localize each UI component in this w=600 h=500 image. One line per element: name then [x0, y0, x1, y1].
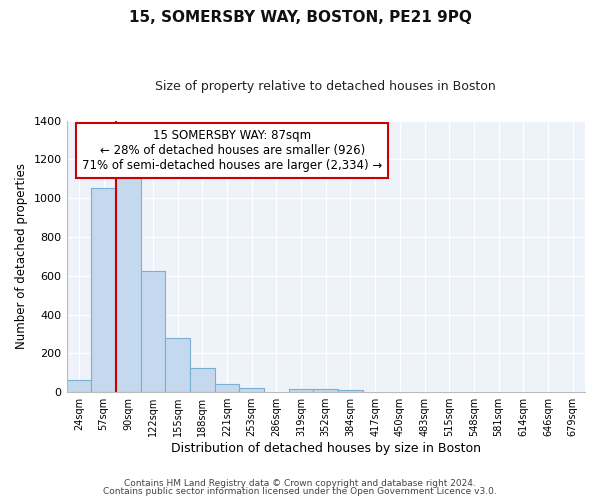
Text: Contains HM Land Registry data © Crown copyright and database right 2024.: Contains HM Land Registry data © Crown c… [124, 478, 476, 488]
Text: 15, SOMERSBY WAY, BOSTON, PE21 9PQ: 15, SOMERSBY WAY, BOSTON, PE21 9PQ [128, 10, 472, 25]
Bar [215, 384, 239, 392]
Title: Size of property relative to detached houses in Boston: Size of property relative to detached ho… [155, 80, 496, 93]
Bar [165, 338, 190, 392]
Bar [91, 188, 116, 392]
Bar [338, 390, 363, 392]
Bar [289, 388, 313, 392]
Text: Contains public sector information licensed under the Open Government Licence v3: Contains public sector information licen… [103, 487, 497, 496]
Bar [140, 271, 165, 392]
Bar [239, 388, 264, 392]
Bar [190, 368, 215, 392]
Bar [116, 175, 140, 392]
Text: 15 SOMERSBY WAY: 87sqm
← 28% of detached houses are smaller (926)
71% of semi-de: 15 SOMERSBY WAY: 87sqm ← 28% of detached… [82, 128, 383, 172]
X-axis label: Distribution of detached houses by size in Boston: Distribution of detached houses by size … [171, 442, 481, 455]
Y-axis label: Number of detached properties: Number of detached properties [15, 164, 28, 350]
Bar [313, 390, 338, 392]
Bar [67, 380, 91, 392]
